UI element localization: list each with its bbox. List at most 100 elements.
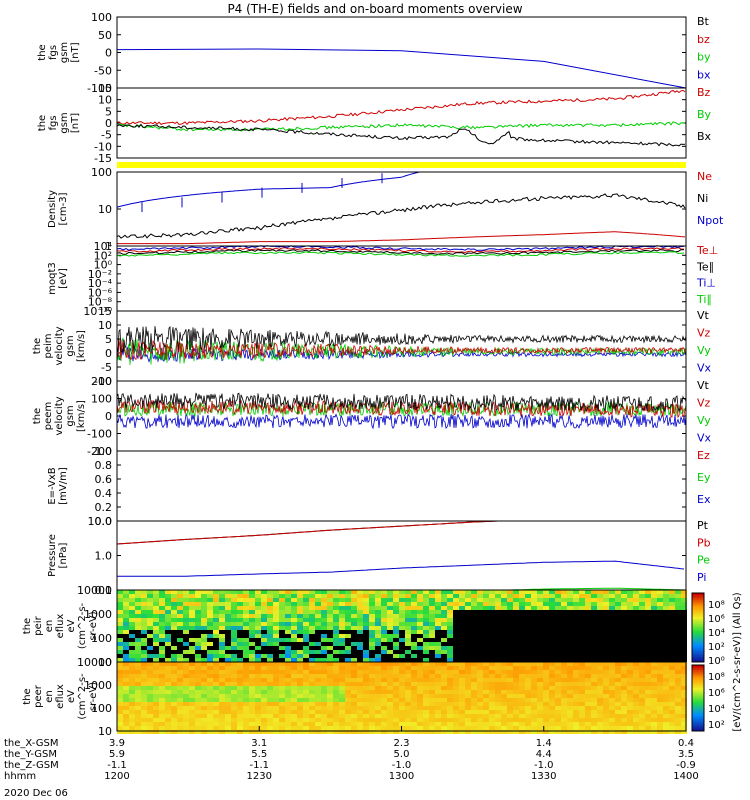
spectro-cell [177,598,183,602]
spectro-cell [339,610,345,614]
spectro-cell [561,722,567,726]
spectro-cell [189,618,195,622]
spectro-cell [573,606,579,610]
spectro-cell [273,682,279,686]
spectro-cell [489,590,495,594]
spectro-cell [129,726,135,730]
spectro-cell [453,714,459,718]
spectro-cell [219,614,225,618]
spectro-cell [489,602,495,606]
spectro-cell [609,726,615,730]
spectro-cell [303,650,309,654]
spectro-cell [579,622,585,626]
spectro-cell [141,634,147,638]
spectro-cell [411,602,417,606]
spectro-cell [321,710,327,714]
spectro-cell [465,666,471,670]
spectro-cell [261,702,267,706]
spectro-cell [639,690,645,694]
spectro-cell [369,674,375,678]
spectro-cell [309,606,315,610]
spectro-cell [459,646,465,650]
spectro-cell [651,706,657,710]
spectro-cell [171,718,177,722]
colorbar-cell [692,716,704,719]
y-axis-label: peer [33,684,44,708]
spectro-cell [603,662,609,666]
spectro-cell [633,698,639,702]
spectro-cell [657,674,663,678]
spectro-cell [513,666,519,670]
spectro-cell [393,606,399,610]
spectro-cell [243,630,249,634]
spectro-cell [621,706,627,710]
spectro-cell [465,710,471,714]
spectro-cell [189,670,195,674]
spectro-cell [135,678,141,682]
spectro-cell [459,698,465,702]
spectro-cell [429,722,435,726]
spectro-cell [417,726,423,730]
spectro-cell [117,662,123,666]
spectro-cell [393,662,399,666]
spectro-cell [519,594,525,598]
spectro-cell [315,622,321,626]
spectro-cell [483,674,489,678]
spectro-cell [645,658,651,662]
spectro-cell [153,638,159,642]
spectro-cell [525,594,531,598]
spectro-cell [411,678,417,682]
spectro-cell [483,678,489,682]
y-tick-label: 15 [98,305,112,318]
spectro-cell [321,650,327,654]
spectro-cell [303,654,309,658]
spectro-cell [411,590,417,594]
spectro-cell [285,718,291,722]
spectro-cell [675,658,681,662]
spectro-cell [549,594,555,598]
spectro-cell [567,718,573,722]
spectro-cell [465,722,471,726]
spectro-cell [327,610,333,614]
spectro-cell [651,642,657,646]
spectro-cell [207,666,213,670]
spectro-cell [507,670,513,674]
spectro-cell [585,714,591,718]
spectro-cell [189,682,195,686]
spectro-cell [435,618,441,622]
spectro-cell [609,718,615,722]
spectro-cell [165,662,171,666]
spectro-cell [627,622,633,626]
spectro-cell [357,610,363,614]
spectro-cell [519,674,525,678]
spectro-cell [321,718,327,722]
spectro-cell [327,666,333,670]
spectro-cell [117,622,123,626]
spectro-cell [393,590,399,594]
spectro-cell [465,594,471,598]
spectro-cell [417,630,423,634]
spectro-cell [399,730,405,734]
x-row-value: -1.0 [534,760,554,771]
spectro-cell [243,606,249,610]
spectro-cell [519,610,525,614]
colorbar-tick: 10⁶ [708,688,725,699]
spectro-cell [345,662,351,666]
spectro-cell [417,590,423,594]
spectro-cell [441,654,447,658]
spectro-cell [309,590,315,594]
y-tick-label: 10⁻⁴ [88,277,113,290]
spectro-cell [153,722,159,726]
spectro-cell [537,690,543,694]
spectro-cell [525,686,531,690]
spectro-cell [585,602,591,606]
spectro-cell [609,686,615,690]
spectro-cell [579,702,585,706]
spectro-cell [495,650,501,654]
spectro-cell [357,606,363,610]
spectro-cell [417,606,423,610]
spectro-cell [291,682,297,686]
spectro-cell [603,590,609,594]
